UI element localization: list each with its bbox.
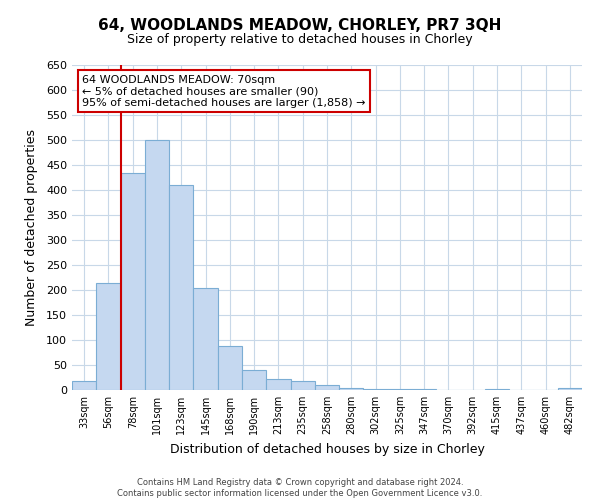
Bar	[266, 379, 290, 390]
Bar	[388, 389, 412, 390]
Bar	[193, 288, 218, 390]
Bar	[96, 282, 121, 390]
Bar	[169, 185, 193, 390]
X-axis label: Distribution of detached houses by size in Chorley: Distribution of detached houses by size …	[170, 442, 484, 456]
Bar	[72, 381, 96, 390]
Bar	[339, 388, 364, 390]
Bar	[145, 140, 169, 390]
Text: Size of property relative to detached houses in Chorley: Size of property relative to detached ho…	[127, 32, 473, 46]
Bar	[121, 172, 145, 390]
Bar	[315, 385, 339, 390]
Y-axis label: Number of detached properties: Number of detached properties	[25, 129, 38, 326]
Bar	[242, 370, 266, 390]
Text: Contains HM Land Registry data © Crown copyright and database right 2024.
Contai: Contains HM Land Registry data © Crown c…	[118, 478, 482, 498]
Bar	[364, 388, 388, 390]
Bar	[290, 381, 315, 390]
Text: 64 WOODLANDS MEADOW: 70sqm
← 5% of detached houses are smaller (90)
95% of semi-: 64 WOODLANDS MEADOW: 70sqm ← 5% of detac…	[82, 74, 366, 108]
Bar	[485, 388, 509, 390]
Bar	[218, 346, 242, 390]
Text: 64, WOODLANDS MEADOW, CHORLEY, PR7 3QH: 64, WOODLANDS MEADOW, CHORLEY, PR7 3QH	[98, 18, 502, 32]
Bar	[558, 388, 582, 390]
Bar	[412, 389, 436, 390]
